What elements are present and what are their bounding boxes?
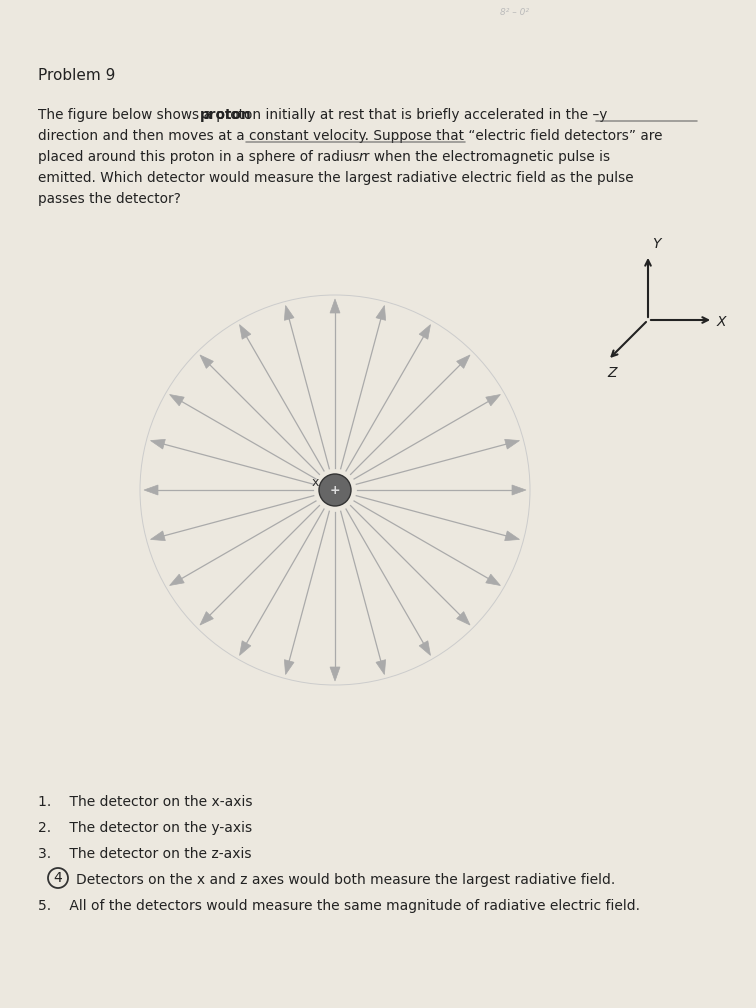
Polygon shape [505,531,519,540]
Text: 3.  The detector on the z-axis: 3. The detector on the z-axis [38,847,252,861]
Polygon shape [144,485,158,495]
Text: 5.  All of the detectors would measure the same magnitude of radiative electric : 5. All of the detectors would measure th… [38,899,640,913]
Text: Problem 9: Problem 9 [38,68,116,83]
Text: r: r [359,150,364,164]
Polygon shape [284,659,294,674]
Text: Z: Z [607,366,617,380]
Text: x: x [311,476,319,489]
Polygon shape [200,612,213,625]
Polygon shape [330,299,340,313]
Text: 4: 4 [54,871,63,885]
Polygon shape [512,485,526,495]
Text: proton: proton [200,108,252,122]
Polygon shape [376,659,386,674]
Text: 1.  The detector on the x-axis: 1. The detector on the x-axis [38,795,253,809]
Polygon shape [505,439,519,449]
Text: emitted. Which detector would measure the largest radiative electric field as th: emitted. Which detector would measure th… [38,171,634,185]
Polygon shape [376,305,386,321]
Circle shape [319,474,351,506]
Text: Y: Y [652,237,661,251]
Polygon shape [150,531,166,540]
Text: Detectors on the x and z axes would both measure the largest radiative field.: Detectors on the x and z axes would both… [76,873,615,887]
Text: +: + [330,484,340,497]
Polygon shape [240,325,251,340]
Text: direction and then moves at a constant velocity. Suppose that “electric field de: direction and then moves at a constant v… [38,129,662,143]
Polygon shape [150,439,166,449]
Polygon shape [240,641,251,655]
Polygon shape [457,355,470,368]
Text: The figure below shows a proton initially at rest that is briefly accelerated in: The figure below shows a proton initiall… [38,108,607,122]
Text: passes the detector?: passes the detector? [38,192,181,206]
Polygon shape [486,394,500,406]
Polygon shape [330,667,340,681]
Text: X: X [717,314,727,329]
Polygon shape [169,575,184,586]
Text: 8² – 0²: 8² – 0² [500,8,528,17]
Polygon shape [419,325,430,340]
Polygon shape [169,394,184,406]
Polygon shape [457,612,470,625]
Text: 2.  The detector on the y-axis: 2. The detector on the y-axis [38,821,252,835]
Polygon shape [200,355,213,368]
Polygon shape [486,575,500,586]
Polygon shape [284,305,294,321]
Text: placed around this proton in a sphere of radius r when the electromagnetic pulse: placed around this proton in a sphere of… [38,150,610,164]
Polygon shape [419,641,430,655]
